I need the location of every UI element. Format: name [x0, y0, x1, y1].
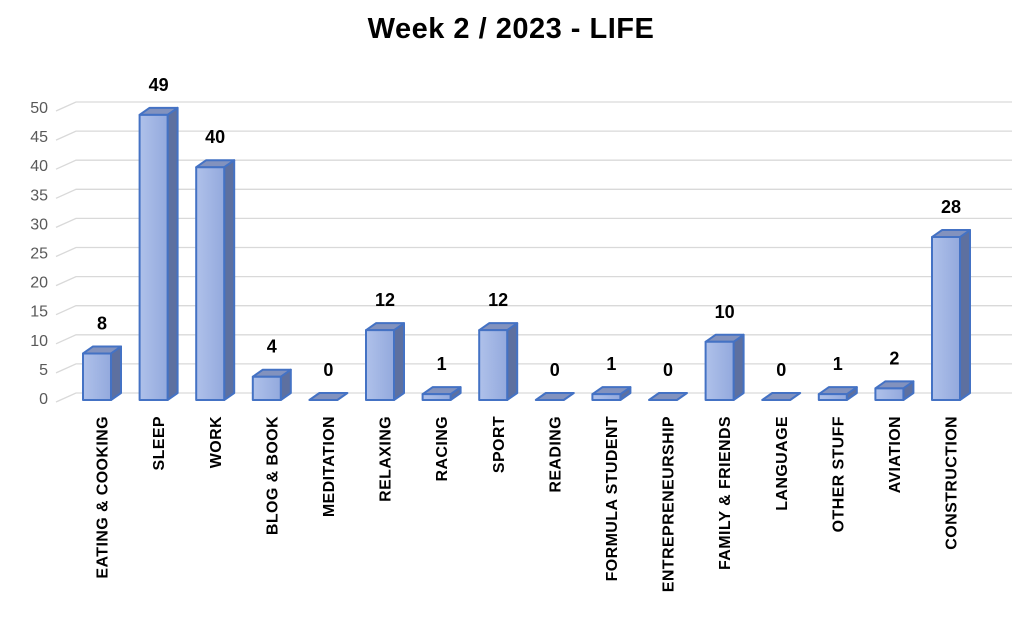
y-gridline: [55, 363, 1012, 374]
bar: [82, 352, 112, 402]
bar-data-label: 28: [941, 197, 961, 217]
bar-data-label: 8: [97, 313, 107, 333]
bar-data-label: 4: [267, 337, 277, 357]
bar-data-label: 0: [550, 360, 560, 380]
x-category-label: FAMILY & FRIENDS: [717, 416, 734, 570]
bar: [365, 329, 395, 401]
x-category-label: SPORT: [491, 416, 508, 473]
x-category-label: MEDITATION: [321, 416, 338, 517]
y-tick-label: 30: [30, 216, 48, 233]
chart-title: Week 2 / 2023 - LIFE: [367, 13, 655, 45]
y-gridline: [55, 188, 1012, 199]
x-category-label: SLEEP: [151, 416, 168, 470]
bar-data-label: 10: [715, 302, 735, 322]
y-gridline: [55, 101, 1012, 112]
x-category-label: RELAXING: [378, 416, 395, 502]
bar: [761, 392, 802, 401]
y-tick-label: 50: [30, 100, 48, 117]
bar: [251, 375, 282, 402]
y-tick-label: 20: [30, 275, 48, 292]
bar-data-label: 1: [437, 354, 447, 374]
y-tick-label: 15: [30, 304, 48, 321]
x-category-label: RACING: [434, 416, 451, 482]
y-gridline: [55, 275, 1012, 287]
x-category-label: FORMULA STUDENT: [604, 416, 621, 581]
bar-side-face: [506, 322, 519, 401]
y-gridline: [55, 334, 1012, 345]
x-category-label: AVIATION: [887, 416, 904, 493]
bar-side-face: [393, 322, 405, 401]
bar-side-face: [959, 229, 971, 401]
bar: [817, 393, 848, 401]
y-tick-label: 35: [30, 187, 48, 204]
y-gridline: [55, 130, 1012, 141]
y-gridline: [55, 392, 1012, 403]
bar-data-label: 12: [375, 290, 395, 310]
bar: [138, 113, 169, 401]
bar: [874, 387, 905, 401]
x-category-label: READING: [547, 416, 564, 493]
x-category-label: CONSTRUCTION: [944, 416, 961, 550]
bar-side-face: [110, 345, 122, 401]
bar: [648, 392, 688, 401]
bar-data-label: 40: [205, 127, 225, 147]
bar-data-label: 49: [149, 75, 169, 95]
bar-side-face: [166, 106, 179, 401]
bar-side-face: [223, 159, 236, 401]
bar-data-label: 0: [323, 360, 333, 380]
bar-data-label: 12: [488, 290, 508, 310]
x-category-label: ENTREPRENEURSHIP: [661, 416, 678, 592]
x-category-label: LANGUAGE: [774, 416, 791, 511]
y-tick-label: 10: [30, 333, 48, 350]
x-category-label: BLOG & BOOK: [264, 416, 281, 535]
bar: [308, 392, 349, 401]
y-tick-label: 5: [39, 362, 48, 379]
bar: [195, 166, 226, 401]
y-tick-label: 45: [30, 129, 48, 146]
y-gridline: [55, 305, 1012, 316]
y-tick-label: 0: [39, 391, 48, 408]
bar-data-label: 0: [776, 360, 786, 380]
x-category-label: EATING & COOKING: [95, 416, 112, 579]
y-tick-label: 25: [30, 246, 48, 263]
y-gridline: [55, 159, 1012, 170]
bar-data-label: 0: [663, 360, 673, 380]
x-category-label: WORK: [208, 416, 225, 468]
bar-data-label: 1: [606, 354, 616, 374]
y-tick-label: 40: [30, 158, 48, 175]
bar-data-label: 2: [889, 348, 899, 368]
y-gridline: [55, 217, 1012, 228]
bar: [704, 340, 735, 401]
bar: [478, 329, 509, 401]
bar: [591, 393, 622, 401]
bar: [421, 393, 452, 401]
y-gridline: [55, 246, 1012, 258]
bar: [534, 392, 575, 401]
bar-data-label: 1: [833, 354, 843, 374]
bar-side-face: [732, 333, 745, 401]
bar: [931, 236, 961, 401]
x-category-label: OTHER STUFF: [830, 416, 847, 532]
